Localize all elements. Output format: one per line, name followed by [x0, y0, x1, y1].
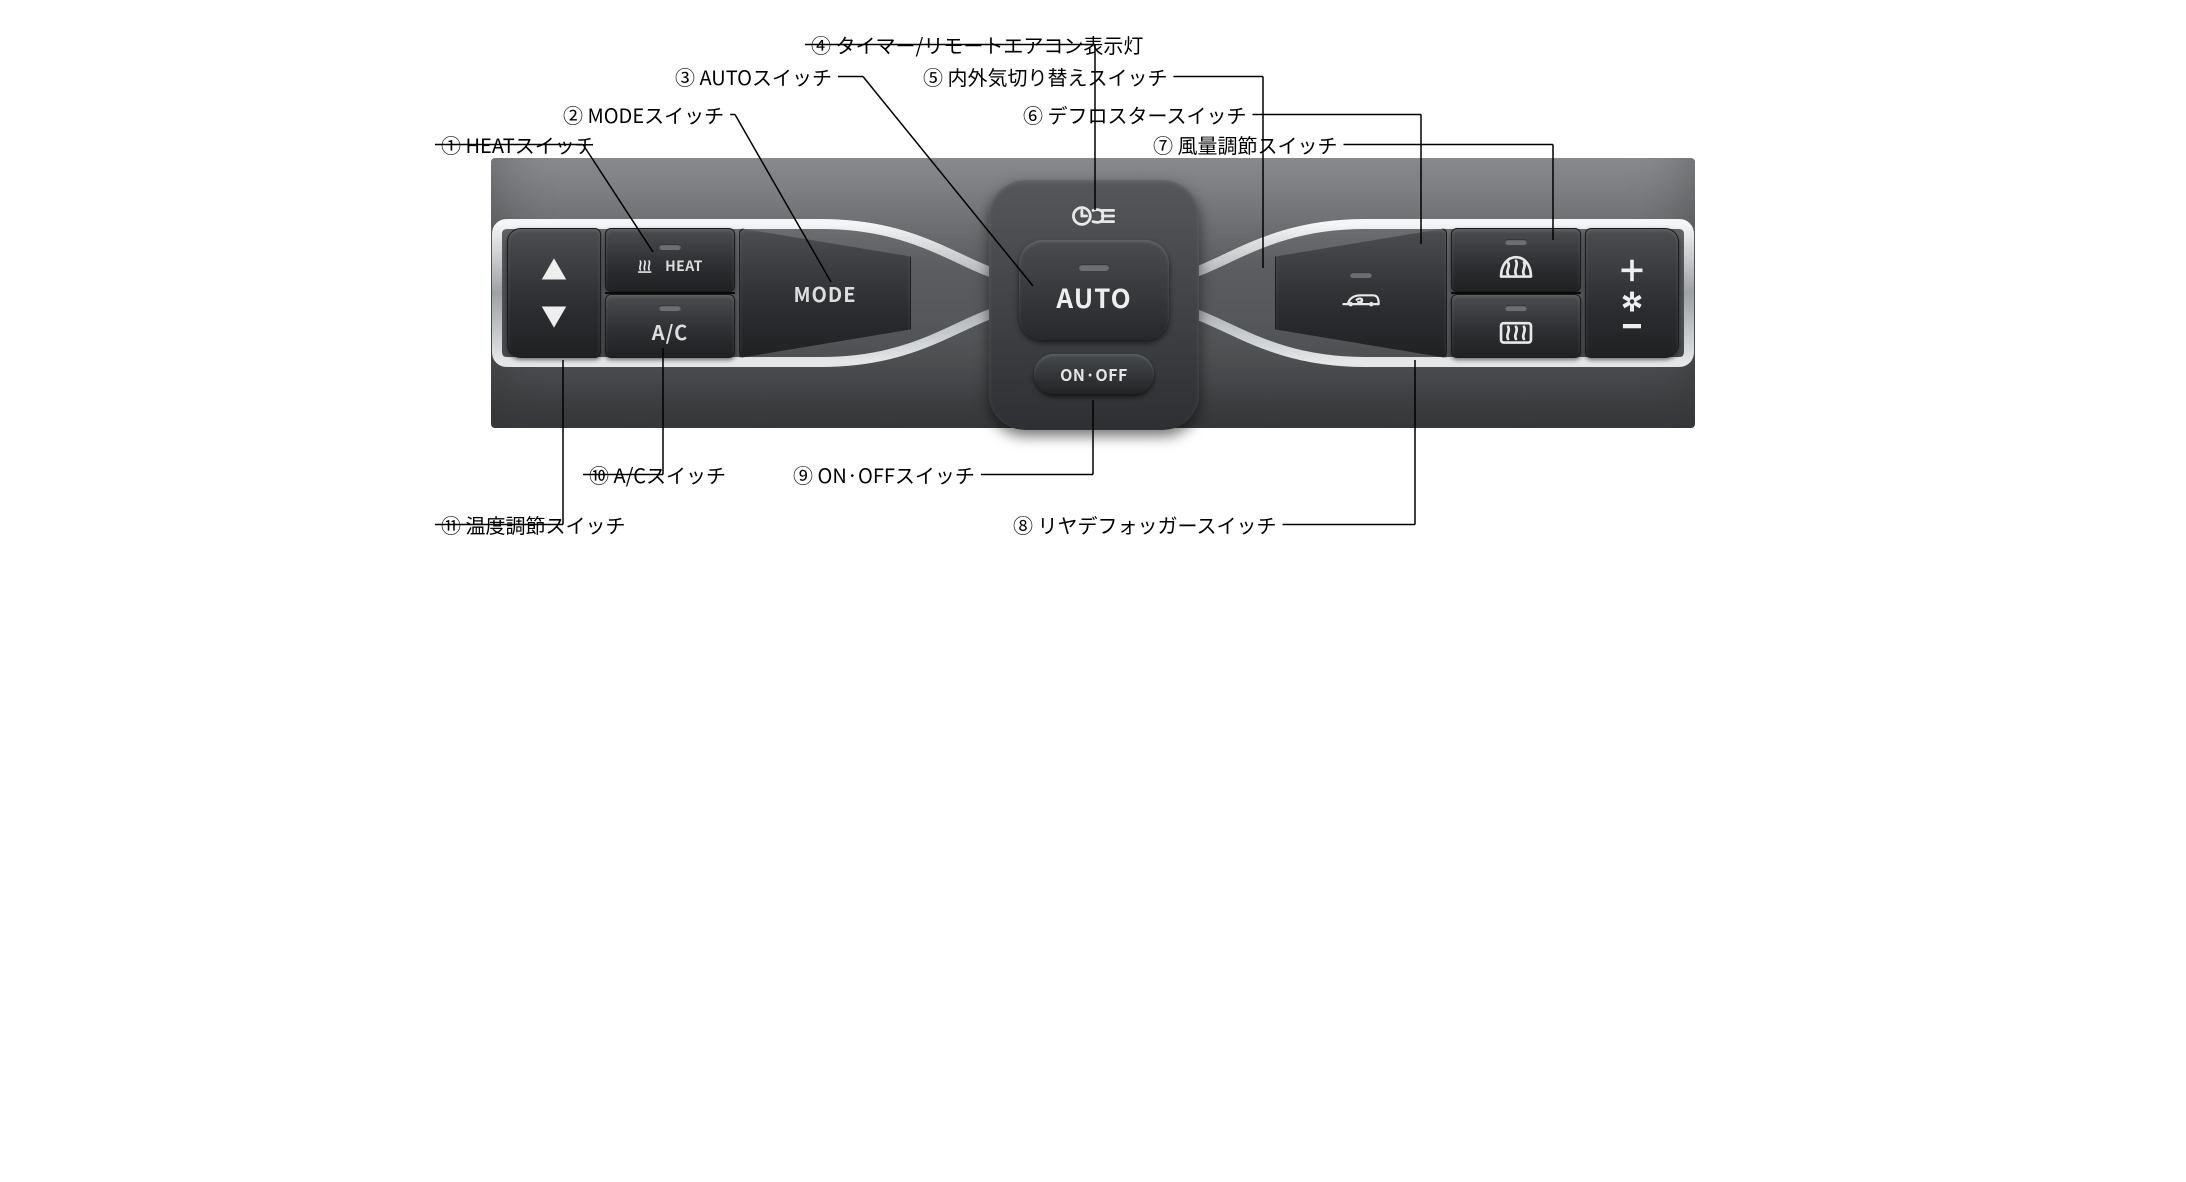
on-off-label: ON·OFF: [1060, 362, 1128, 386]
temp-adjust-button[interactable]: ▲ ▼: [507, 228, 601, 358]
heat-icon: [637, 257, 659, 275]
callout-label: ⑦ 風量調節スイッチ: [1153, 130, 1337, 159]
temp-down-icon: ▼: [541, 303, 567, 329]
diagram-canvas: ▲ ▼ HEAT A/C: [363, 0, 1823, 788]
callout-label: ⑥ デフロスタースイッチ: [1023, 100, 1246, 129]
defroster-button[interactable]: [1451, 228, 1581, 292]
recirculation-button[interactable]: [1275, 228, 1447, 358]
fan-minus-icon: −: [1622, 318, 1643, 332]
heat-led: [659, 244, 681, 250]
callout-label: ② MODEスイッチ: [563, 100, 724, 129]
ac-control-panel: ▲ ▼ HEAT A/C: [491, 158, 1695, 428]
callout-label: ③ AUTOスイッチ: [675, 62, 832, 91]
callout-label: ⑩ A/Cスイッチ: [589, 460, 726, 489]
rear-defrost-icon: [1494, 317, 1538, 347]
ac-led: [659, 305, 681, 311]
center-column: AUTO ON·OFF: [989, 180, 1199, 430]
callout-label: ⑤ 内外気切り替えスイッチ: [923, 62, 1167, 91]
ac-label: A/C: [652, 317, 688, 346]
heat-label: HEAT: [665, 256, 703, 276]
callout-label: ⑧ リヤデフォッガースイッチ: [1013, 510, 1276, 539]
recirculation-led: [1350, 272, 1372, 278]
temp-up-icon: ▲: [541, 257, 567, 283]
front-defrost-icon: [1494, 251, 1538, 281]
ac-button[interactable]: A/C: [605, 294, 735, 358]
left-cluster: ▲ ▼ HEAT A/C: [507, 228, 911, 358]
rear-defogger-led: [1505, 305, 1527, 311]
callout-label: ④ タイマー/リモートエアコン表示灯: [811, 30, 1143, 59]
on-off-button[interactable]: ON·OFF: [1034, 354, 1154, 394]
rear-defogger-button[interactable]: [1451, 294, 1581, 358]
auto-label: AUTO: [1056, 279, 1131, 316]
mode-button[interactable]: MODE: [739, 228, 911, 358]
auto-button[interactable]: AUTO: [1019, 240, 1169, 340]
fan-plus-icon: ＋: [1617, 254, 1647, 284]
auto-led: [1079, 264, 1109, 271]
callout-label: ⑨ ON·OFFスイッチ: [793, 460, 975, 489]
timer-remote-icon: [1069, 202, 1119, 230]
callout-label: ① HEATスイッチ: [441, 130, 595, 159]
right-cluster: ＋ ✲ −: [1275, 228, 1679, 358]
recirculation-icon: [1339, 284, 1383, 314]
heat-button[interactable]: HEAT: [605, 228, 735, 292]
callout-label: ⑪ 温度調節スイッチ: [441, 510, 625, 539]
fan-speed-button[interactable]: ＋ ✲ −: [1585, 228, 1679, 358]
defroster-led: [1505, 239, 1527, 245]
mode-label: MODE: [793, 279, 856, 308]
